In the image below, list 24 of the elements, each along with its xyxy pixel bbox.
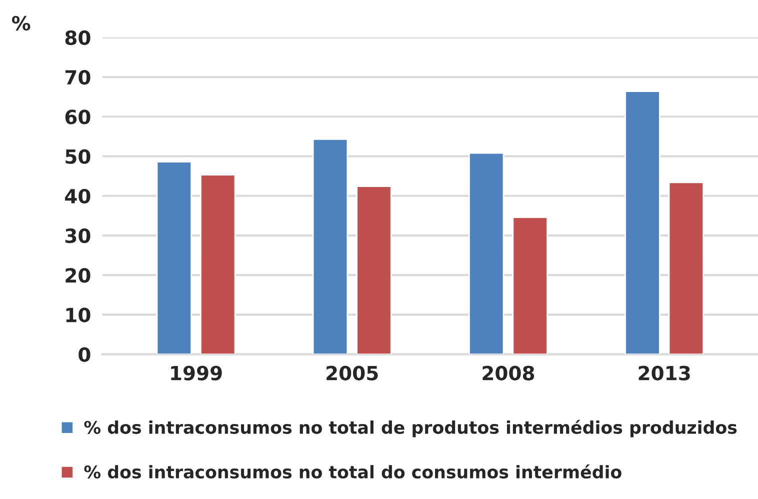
y-tick-label: 20 — [66, 268, 90, 283]
bar — [512, 216, 548, 354]
y-tick-label: 80 — [65, 30, 90, 46]
x-tick-label: 2005 — [326, 366, 378, 380]
bar — [312, 138, 348, 354]
bar — [468, 152, 504, 354]
y-tick-label: 40 — [65, 188, 90, 204]
y-tick-label: 50 — [66, 149, 90, 164]
y-tick-label: 70 — [65, 70, 90, 85]
bar — [624, 90, 660, 354]
bar — [200, 174, 236, 354]
bar — [156, 161, 192, 354]
y-axis-title: % — [12, 16, 30, 31]
y-tick-label: 10 — [66, 308, 90, 322]
x-tick-label: 2013 — [638, 366, 690, 380]
legend-label: % dos intraconsumos no total de produtos intermédios produzidos — [84, 420, 737, 438]
y-tick-label: 30 — [65, 228, 90, 244]
x-tick-label: 2008 — [482, 366, 534, 380]
bar — [356, 186, 392, 354]
x-tick-label: 1999 — [171, 366, 222, 380]
bar — [668, 182, 704, 354]
y-tick-label: 0 — [78, 347, 90, 362]
y-tick-label: 60 — [65, 110, 90, 124]
legend-label: % dos intraconsumos no total do consumos intermédio — [84, 464, 622, 479]
